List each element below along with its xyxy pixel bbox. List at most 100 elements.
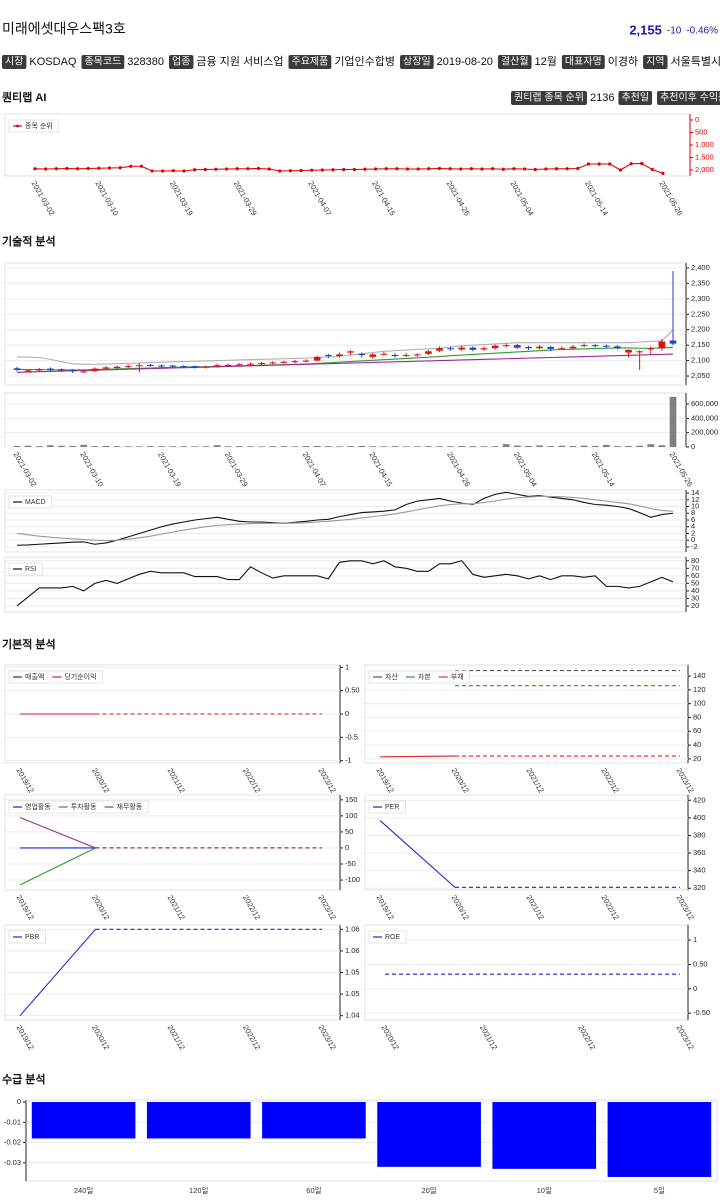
section-title: 기술적 분석 — [2, 234, 56, 248]
x-tick-label: 2021-03-29 — [223, 450, 250, 488]
legend-label: 부채 — [451, 672, 464, 681]
candle-body — [636, 351, 643, 353]
x-tick-label: 2022/12 — [576, 1023, 597, 1051]
bar — [135, 446, 143, 447]
point — [214, 167, 218, 171]
bar — [180, 446, 188, 447]
line-series — [16, 495, 674, 542]
legend-label: 재무활동 — [117, 802, 143, 811]
y-tick-label: 50 — [345, 827, 353, 836]
point — [107, 166, 112, 170]
y-tick-label: -100 — [345, 875, 360, 884]
badge-label: 결산월 — [501, 56, 529, 68]
y-tick-label: 80 — [691, 556, 699, 565]
y-tick-label: 1.06 — [345, 946, 360, 955]
x-tick-label: 2023/12 — [317, 893, 338, 921]
point — [267, 167, 271, 171]
candle-body — [113, 366, 121, 369]
y-tick-label: 0 — [345, 709, 349, 718]
point — [416, 167, 420, 171]
badge-label: 추천이후 수익률 — [660, 92, 720, 104]
bar — [558, 445, 566, 447]
bar — [425, 446, 432, 447]
plot-frame — [4, 113, 691, 177]
bar — [47, 445, 54, 447]
candle-body — [647, 348, 655, 350]
y-tick-label: -0.5 — [345, 732, 358, 741]
point — [310, 168, 314, 172]
bar — [492, 1102, 597, 1169]
y-tick-label: -0.01 — [4, 1117, 21, 1126]
candle-body — [180, 366, 188, 368]
candle-body — [336, 354, 343, 356]
y-tick-label: 0 — [695, 115, 699, 124]
bar — [102, 445, 110, 447]
point — [139, 164, 144, 168]
y-tick-label: 2,250 — [691, 309, 710, 318]
badge-label: 상장일 — [403, 56, 431, 68]
badge — [2, 55, 27, 69]
bar — [113, 446, 121, 447]
stock-name: 미래에셋대우스팩3호 — [2, 21, 126, 37]
point — [480, 167, 484, 171]
candle-body — [625, 349, 632, 353]
candle-body — [447, 348, 454, 350]
legend-box — [368, 670, 471, 684]
badge — [618, 91, 653, 105]
bar — [614, 446, 621, 447]
y-tick-label: 600,000 — [691, 399, 718, 408]
legend-label: RSI — [25, 566, 37, 573]
candle-body — [35, 369, 43, 371]
badge-label: 업종 — [172, 55, 190, 68]
candle-body — [58, 369, 65, 371]
y-tick-label: 1 — [693, 935, 697, 944]
section-title: 수급 분석 — [2, 1072, 46, 1086]
y-tick-label: 0 — [17, 1097, 21, 1106]
bar — [80, 444, 88, 447]
point — [395, 167, 399, 171]
line-series — [16, 353, 674, 373]
candle-body — [502, 345, 510, 347]
info-value: 금융 지원 서비스업 — [196, 55, 283, 68]
candle-body — [413, 354, 421, 356]
x-tick-label: 2021-04-07 — [306, 179, 333, 217]
point — [193, 168, 197, 172]
y-tick-label: 0 — [691, 442, 695, 451]
y-tick-label: -2 — [691, 542, 698, 551]
candle-body — [358, 353, 366, 356]
bar — [547, 446, 555, 447]
y-tick-label: 2,350 — [691, 278, 710, 287]
point — [565, 167, 569, 171]
y-tick-label: 1,500 — [695, 152, 714, 161]
bar — [458, 445, 466, 447]
x-tick-label: 2023/12 — [317, 1023, 338, 1051]
candle-body — [91, 368, 99, 372]
y-tick-label: 0 — [693, 984, 697, 993]
point — [576, 166, 580, 171]
plot-frame — [4, 392, 687, 448]
point — [342, 167, 346, 172]
bar — [202, 446, 210, 447]
y-tick-label: 200,000 — [691, 428, 718, 437]
candle-body — [602, 345, 610, 347]
candle-body — [391, 355, 399, 357]
x-tick-label: 2022/12 — [600, 893, 621, 921]
x-tick-label: 2020/12 — [450, 766, 471, 794]
y-tick-label: 10 — [691, 501, 699, 510]
info-value: 이경하 — [608, 54, 638, 68]
y-tick-label: 40 — [691, 586, 699, 595]
y-tick-label: 2,100 — [691, 356, 710, 365]
x-tick-label: 2019/12 — [15, 1023, 36, 1051]
legend-label: MACD — [25, 499, 46, 506]
legend-label: PBR — [25, 934, 39, 941]
badge-label: 지역 — [646, 56, 664, 68]
rank-value: 2136 — [590, 92, 614, 104]
candle-body — [480, 348, 488, 350]
candle-body — [147, 364, 154, 366]
bar — [158, 446, 165, 447]
bar — [377, 1102, 481, 1167]
bar — [536, 445, 543, 447]
point — [363, 167, 367, 171]
point — [86, 166, 90, 171]
